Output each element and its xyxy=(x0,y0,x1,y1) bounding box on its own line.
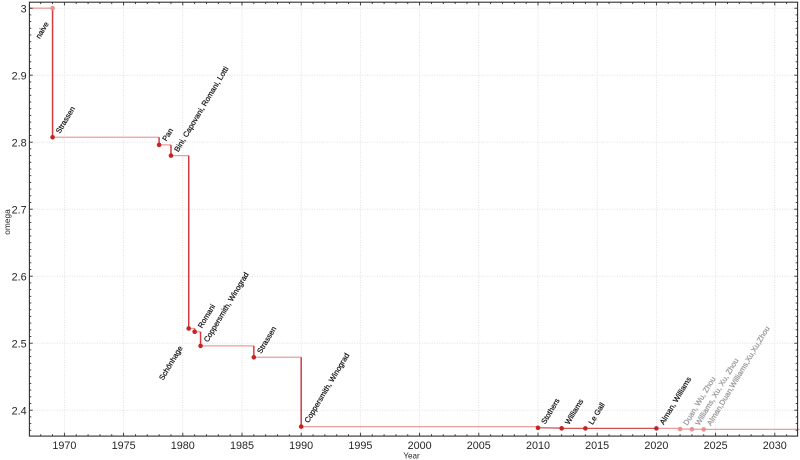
svg-text:Year: Year xyxy=(403,451,420,460)
svg-text:2020: 2020 xyxy=(644,440,668,452)
svg-text:2010: 2010 xyxy=(526,440,550,452)
svg-text:1985: 1985 xyxy=(230,440,254,452)
svg-text:2025: 2025 xyxy=(704,440,728,452)
svg-text:1990: 1990 xyxy=(289,440,313,452)
svg-text:1970: 1970 xyxy=(52,440,76,452)
svg-text:3: 3 xyxy=(21,4,27,16)
svg-text:2030: 2030 xyxy=(763,440,787,452)
svg-text:1980: 1980 xyxy=(171,440,195,452)
svg-text:2015: 2015 xyxy=(585,440,609,452)
svg-text:1995: 1995 xyxy=(348,440,372,452)
svg-text:2.5: 2.5 xyxy=(12,339,27,351)
svg-text:1975: 1975 xyxy=(112,440,136,452)
svg-text:2005: 2005 xyxy=(467,440,491,452)
svg-text:2000: 2000 xyxy=(408,440,432,452)
svg-text:2.7: 2.7 xyxy=(12,205,27,217)
svg-text:2.8: 2.8 xyxy=(12,138,27,150)
svg-text:omega: omega xyxy=(2,209,12,235)
svg-text:2.9: 2.9 xyxy=(12,71,27,83)
svg-text:2.4: 2.4 xyxy=(12,406,27,418)
svg-text:2.6: 2.6 xyxy=(12,272,27,284)
